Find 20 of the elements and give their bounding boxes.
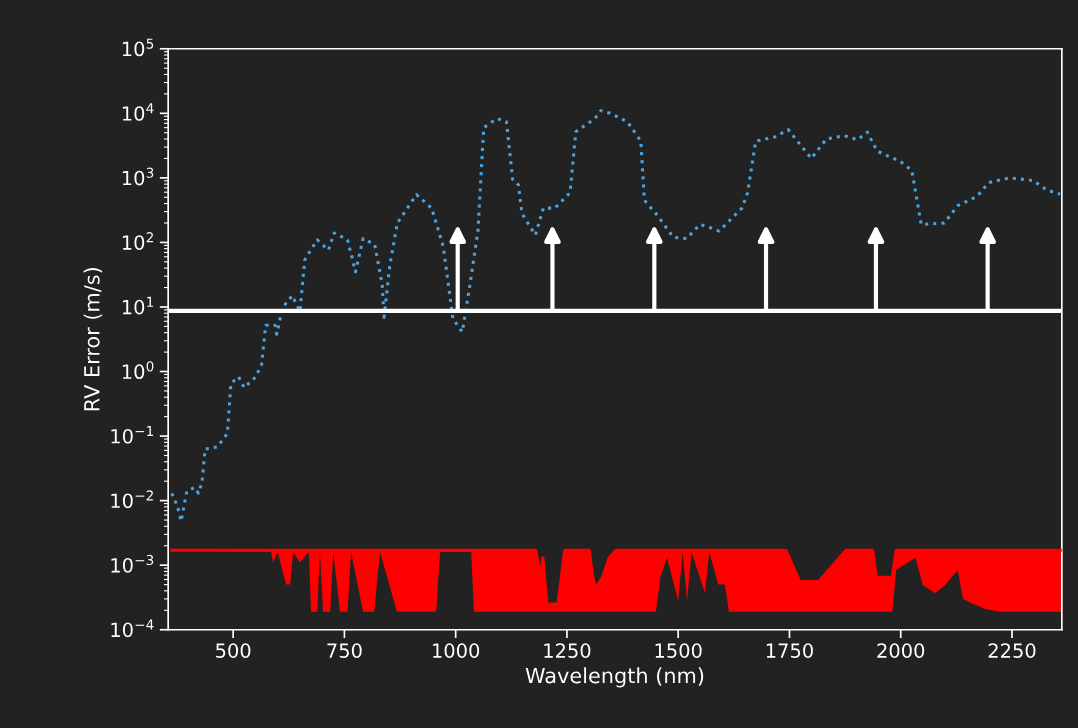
x-tick-label: 2250 xyxy=(988,643,1036,658)
x-tick-label: 1000 xyxy=(433,643,480,658)
x-tick-label: 750 xyxy=(327,643,362,658)
y-tick-label: 10$^{0}$ xyxy=(122,361,154,380)
x-tick-label: 2000 xyxy=(877,643,925,658)
y-tick-label: 10$^{−1}$ xyxy=(111,425,154,444)
y-axis-title: RV Error (m/s) xyxy=(83,268,103,411)
y-tick-label: 10$^{−3}$ xyxy=(111,554,154,573)
y-tick-label: 10$^{3}$ xyxy=(122,167,154,186)
y-tick-label: 10$^{−4}$ xyxy=(111,619,154,638)
y-tick-label: 10$^{4}$ xyxy=(122,103,154,121)
x-axis-title: Wavelength (nm) xyxy=(525,667,704,688)
y-tick-label: 10$^{5}$ xyxy=(122,38,154,57)
x-tick-label: 500 xyxy=(216,643,251,658)
y-tick-label: 10$^{2}$ xyxy=(122,232,153,250)
x-tick-label: 1250 xyxy=(544,643,591,658)
y-tick-label: 10$^{−2}$ xyxy=(111,490,153,509)
y-tick-label: 10$^{1}$ xyxy=(122,296,154,315)
x-tick-label: 1500 xyxy=(655,643,702,658)
x-tick-label: 1750 xyxy=(766,643,813,658)
